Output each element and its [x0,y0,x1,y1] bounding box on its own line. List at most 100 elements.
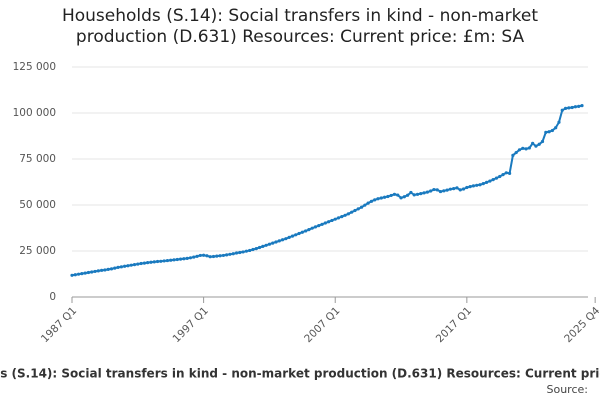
data-point [508,171,512,175]
data-point [307,228,311,232]
data-point [254,247,258,251]
data-point [491,178,495,182]
data-point [438,189,443,194]
data-point [363,203,367,207]
data-point [402,195,406,199]
data-point [267,242,272,246]
data-point [379,196,383,200]
data-point [136,262,140,266]
data-point [149,260,153,264]
data-point [524,147,528,151]
data-point [257,245,262,250]
data-point [287,235,291,239]
y-tick-label: 100 000 [13,107,56,119]
data-point [231,252,235,256]
data-point [238,250,242,255]
data-point [488,179,492,183]
data-point [126,264,130,268]
data-point [123,264,127,268]
source: Source: [547,383,589,396]
data-point [323,221,327,225]
data-point [392,192,397,196]
data-point [580,104,584,108]
data-point [494,176,499,180]
x-tick-label: 2025 Q4 [562,305,600,346]
data-point [198,253,202,258]
data-point [373,198,377,202]
data-point [471,184,476,188]
data-point [356,207,360,211]
data-point [577,104,581,108]
data-point [353,208,357,213]
data-point [165,258,170,263]
data-point [244,249,248,253]
data-point [271,241,275,245]
data-point [504,171,508,175]
data-point [284,237,288,241]
data-point [550,128,554,133]
data-point [461,187,466,191]
data-point [106,267,110,271]
data-point [540,139,545,144]
data-point [452,187,456,191]
data-point [369,199,374,203]
data-point [350,210,354,214]
data-point [205,254,209,258]
data-point [113,266,117,270]
data-point [215,254,219,258]
data-point [340,214,344,219]
data-point [412,193,416,197]
data-point [320,222,324,226]
data-point [455,186,459,190]
data-point [573,105,578,109]
data-point [96,269,100,273]
data-point [185,256,189,260]
data-point [218,254,222,258]
x-tick-label: 1987 Q1 [39,305,79,345]
data-point [93,269,97,274]
data-point [300,230,304,234]
data-point [343,213,347,217]
data-point [241,250,245,254]
data-point [70,273,74,277]
data-point [386,194,390,199]
y-tick-label: 0 [49,291,56,303]
x-tick-label: 2017 Q1 [434,305,474,345]
data-point [346,212,350,216]
data-point [419,191,423,196]
data-point [182,257,186,261]
data-point [142,261,146,265]
data-point [109,267,114,271]
data-point [511,153,515,157]
data-point [280,238,285,242]
data-point [129,263,133,267]
y-tick-label: 75 000 [19,153,56,165]
data-point [484,180,489,184]
data-point [567,106,571,110]
data-point [132,263,137,267]
data-point [116,265,120,269]
data-point [425,190,429,194]
data-point [501,173,505,177]
chart-title: Households (S.14): Social transfers in k… [61,6,539,47]
data-point [100,268,104,272]
data-point [313,225,318,229]
data-point [435,188,439,192]
data-point [155,259,160,264]
data-point [208,255,212,259]
data-point [359,205,364,209]
data-point [297,231,301,236]
data-point [429,189,433,193]
data-point [83,271,87,275]
data-point [195,254,199,258]
data-point [294,233,298,237]
data-point [86,270,91,275]
data-point [399,196,403,200]
data-point [432,187,436,192]
data-point [139,261,143,266]
data-point [475,183,479,187]
data-point [76,272,81,276]
data-point [330,218,334,223]
data-point [468,185,472,189]
